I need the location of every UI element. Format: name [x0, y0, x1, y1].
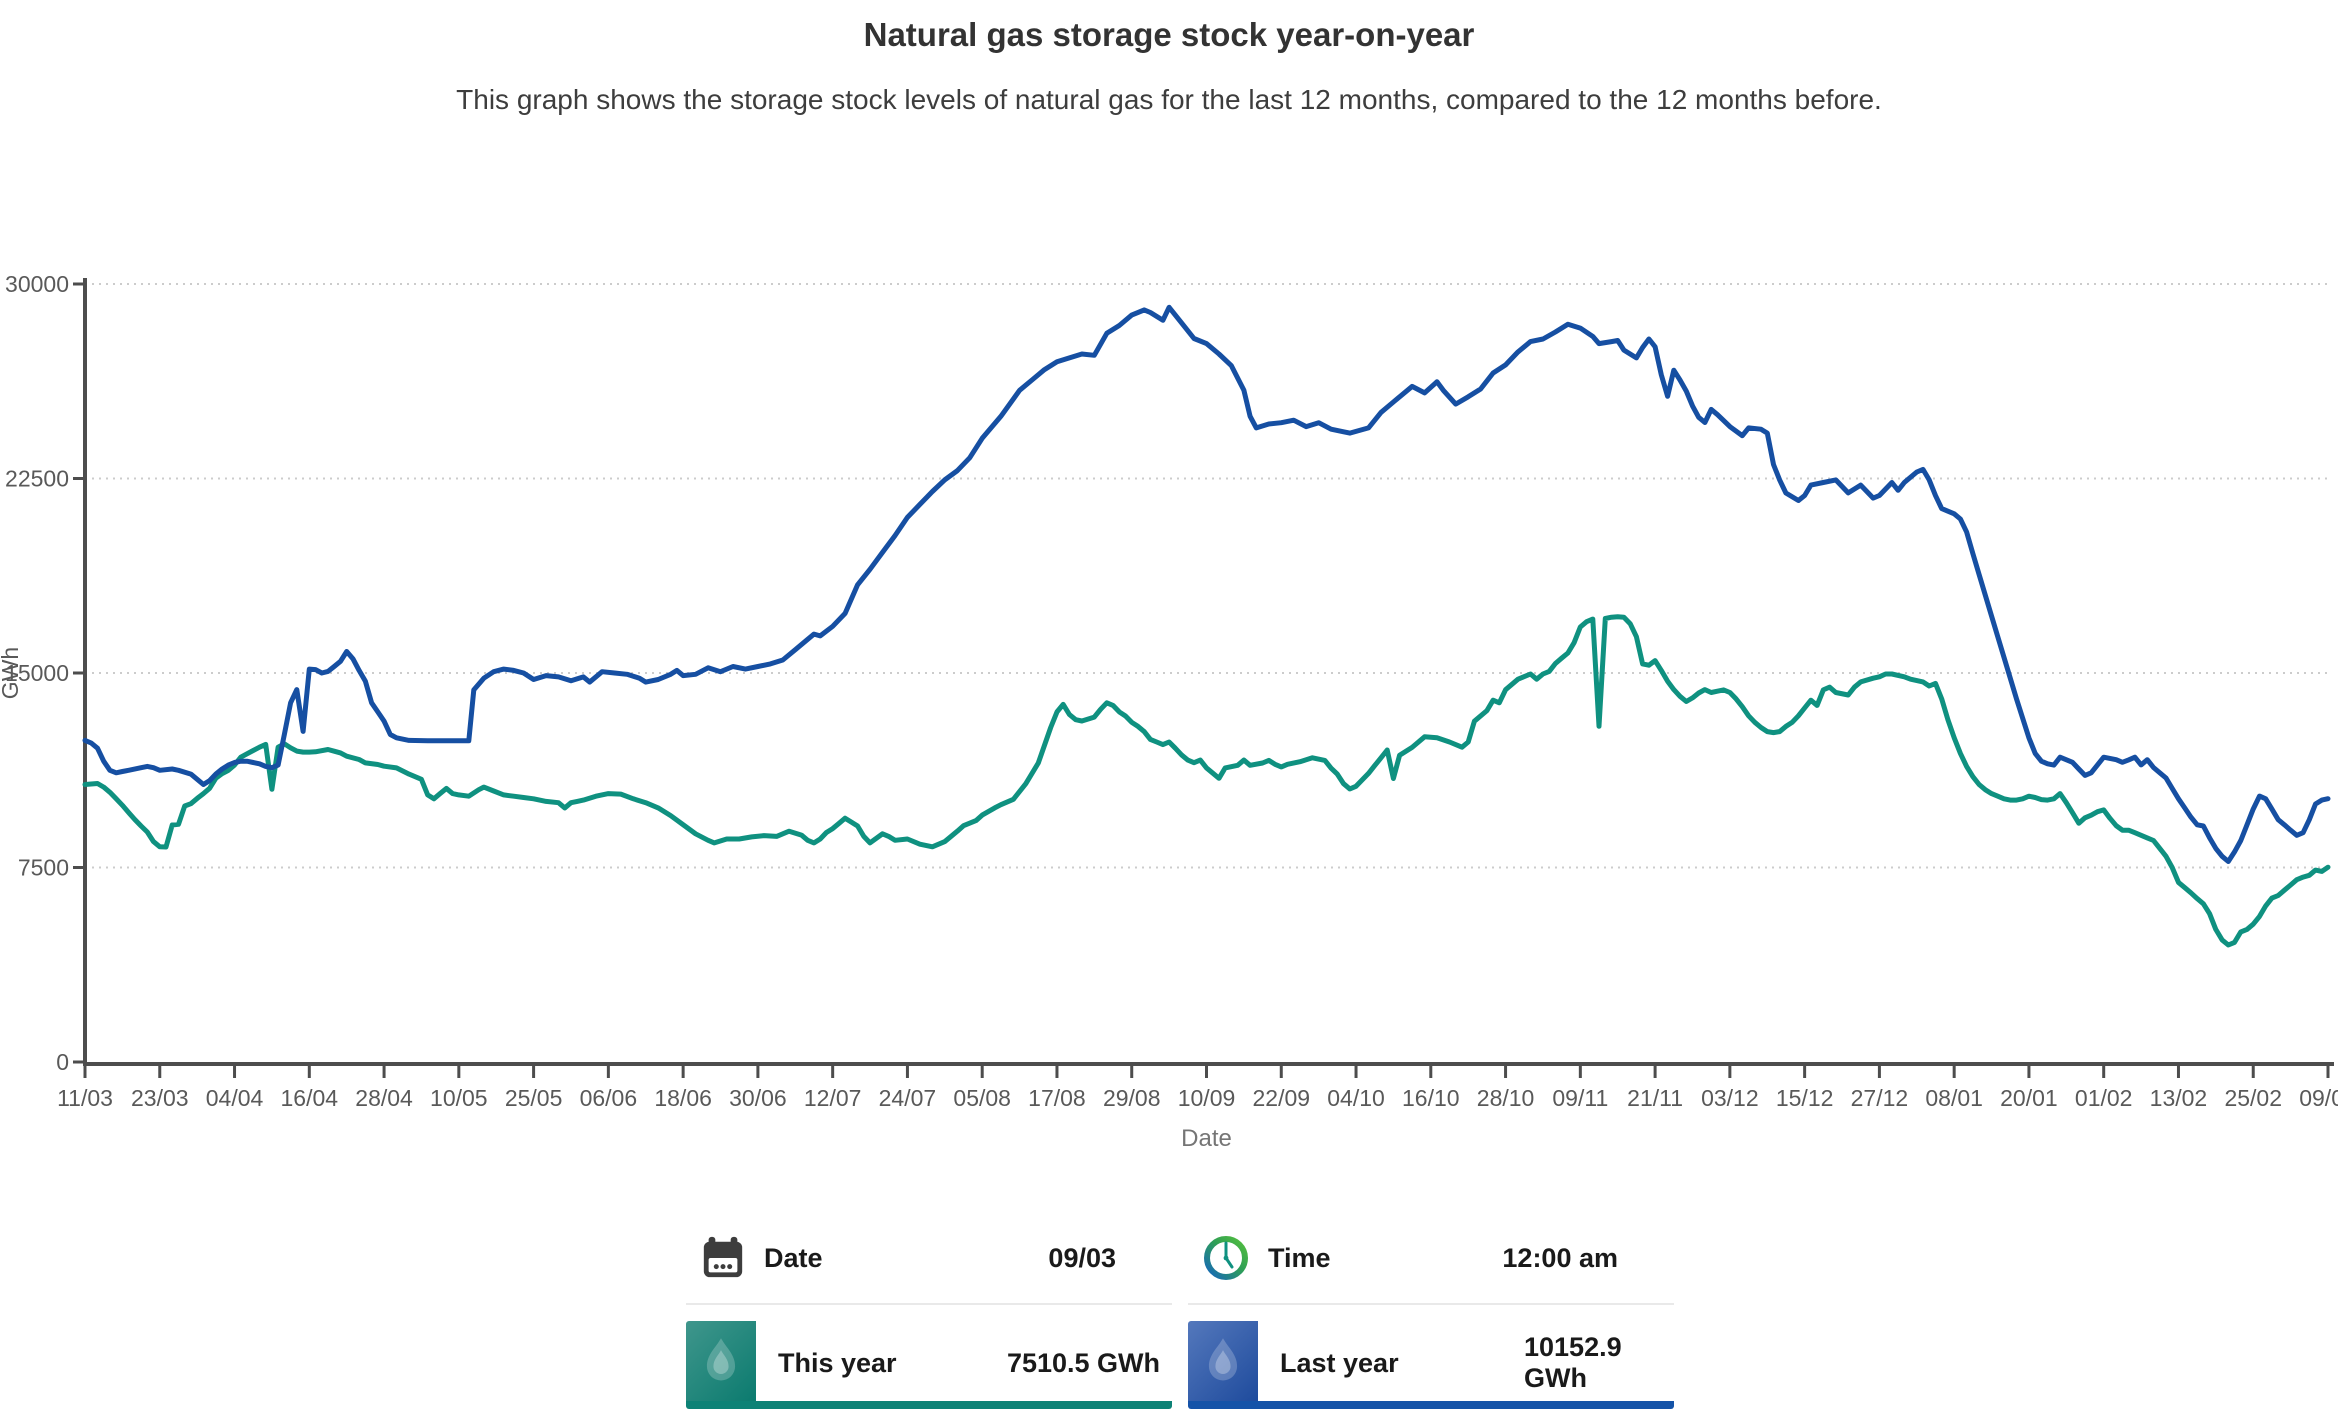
last-year-series-line — [82, 304, 2331, 864]
x-tick-label: 25/02 — [2224, 1085, 2282, 1111]
x-tick-label: 09/11 — [1552, 1085, 1608, 1111]
this-year-swatch — [686, 1321, 756, 1405]
this-year-series-line — [82, 614, 2331, 948]
x-tick-label: 10/09 — [1178, 1085, 1236, 1111]
x-tick-label: 15/12 — [1776, 1085, 1834, 1111]
x-tick-label: 20/01 — [2000, 1085, 2058, 1111]
x-tick-label: 22/09 — [1252, 1085, 1310, 1111]
x-tick-label: 10/05 — [430, 1085, 488, 1111]
x-tick-label: 30/06 — [729, 1085, 787, 1111]
x-tick-label: 13/02 — [2150, 1085, 2208, 1111]
x-tick-label: 21/11 — [1627, 1085, 1683, 1111]
time-card: Time 12:00 am — [1188, 1213, 1674, 1305]
this-year-card: This year 7510.5 GWh — [686, 1317, 1172, 1409]
x-tick-label: 12/07 — [804, 1085, 862, 1111]
storage-line-chart[interactable]: 0 7500 15000 22500 30000 11/03 23/03 04/04 16/04… — [0, 0, 2338, 1170]
x-tick-label: 16/04 — [281, 1085, 339, 1111]
x-tick-label: 28/10 — [1477, 1085, 1535, 1111]
x-tick-label: 09/03 — [2299, 1085, 2338, 1111]
y-tick-label: 30000 — [5, 271, 69, 297]
flame-icon — [699, 1335, 743, 1392]
x-tick-label: 29/08 — [1103, 1085, 1161, 1111]
y-tick-label: 22500 — [5, 466, 69, 492]
x-tick-label: 03/12 — [1701, 1085, 1759, 1111]
x-tick-label: 17/08 — [1028, 1085, 1086, 1111]
y-tick-label: 0 — [56, 1049, 69, 1075]
this-year-accent-bar — [686, 1401, 1172, 1409]
this-year-label: This year — [778, 1347, 897, 1378]
x-tick-label: 01/02 — [2075, 1085, 2133, 1111]
cards-row-1: Date 09/03 — [686, 1213, 1674, 1305]
y-axis-title: GWh — [0, 647, 23, 699]
last-year-label: Last year — [1280, 1347, 1399, 1378]
x-tick-label: 28/04 — [355, 1085, 413, 1111]
x-tick-label: 06/06 — [580, 1085, 638, 1111]
x-tick-label: 08/01 — [1925, 1085, 1983, 1111]
y-tick-label: 15000 — [5, 660, 69, 686]
date-card-value: 09/03 — [1048, 1242, 1116, 1273]
this-year-value: 7510.5 GWh — [1006, 1347, 1160, 1378]
clock-icon — [1202, 1234, 1250, 1282]
date-card: Date 09/03 — [686, 1213, 1172, 1305]
last-year-value: 10152.9 GWh — [1524, 1331, 1622, 1393]
x-tick-label: 24/07 — [879, 1085, 937, 1111]
x-axis-title: Date — [1181, 1125, 1232, 1152]
x-tick-label: 11/03 — [57, 1085, 113, 1111]
last-year-card: Last year 10152.9 GWh — [1188, 1317, 1674, 1409]
calendar-icon — [700, 1235, 746, 1281]
page-subtitle: This graph shows the storage stock level… — [456, 84, 1882, 115]
x-tick-label: 27/12 — [1851, 1085, 1909, 1111]
x-tick-label: 16/10 — [1402, 1085, 1460, 1111]
flame-icon — [1201, 1335, 1245, 1392]
x-tick-label: 04/04 — [206, 1085, 264, 1111]
last-year-accent-bar — [1188, 1401, 1674, 1409]
last-year-swatch — [1188, 1321, 1258, 1405]
info-cards: Date 09/03 — [686, 1213, 1674, 1412]
cards-row-2: This year 7510.5 GWh Last year 10152.9 G… — [686, 1317, 1674, 1409]
x-tick-label: 25/05 — [505, 1085, 563, 1111]
date-card-label: Date — [764, 1242, 823, 1273]
x-tick-label: 23/03 — [131, 1085, 189, 1111]
x-tick-label: 05/08 — [953, 1085, 1011, 1111]
y-tick-label: 7500 — [18, 855, 69, 881]
x-tick-label: 04/10 — [1327, 1085, 1385, 1111]
x-tick-label: 18/06 — [654, 1085, 712, 1111]
time-card-value: 12:00 am — [1502, 1242, 1618, 1273]
page-title: Natural gas storage stock year-on-year — [863, 16, 1475, 53]
time-card-label: Time — [1268, 1242, 1331, 1273]
